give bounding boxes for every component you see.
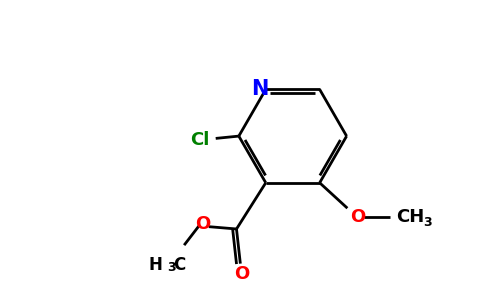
Text: H: H [149,256,163,274]
Text: O: O [350,208,366,226]
Text: CH: CH [396,208,424,226]
Text: N: N [251,79,268,99]
Text: O: O [195,214,210,232]
Text: O: O [234,266,250,284]
Text: Cl: Cl [191,131,210,149]
Text: C: C [173,256,185,274]
Text: 3: 3 [423,215,431,229]
Text: 3: 3 [167,261,176,274]
